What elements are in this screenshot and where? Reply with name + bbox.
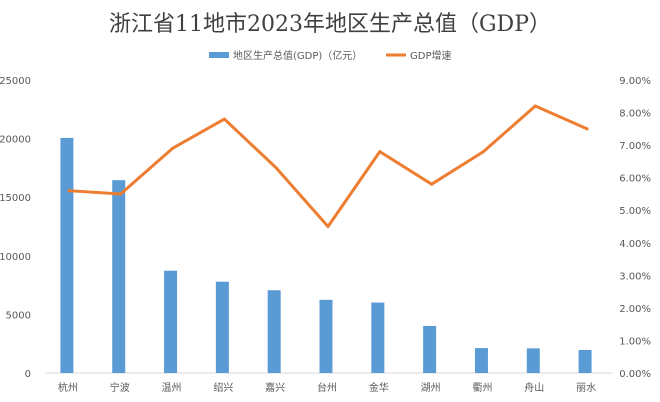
- legend: 地区生产总值(GDP)（亿元） GDP增速: [209, 49, 451, 62]
- growth-point-4: [222, 117, 226, 121]
- y-right-tick-label: 1.00%: [619, 336, 651, 347]
- growth-point-3: [171, 146, 175, 150]
- bar-1: [60, 137, 74, 373]
- legend-bar-swatch: [209, 52, 229, 58]
- line-series: [67, 104, 589, 228]
- y-left-ticks: 0 5000 10000 15000 20000 25000: [0, 76, 31, 380]
- y-left-tick-label: 20000: [0, 135, 31, 146]
- y-right-tick-label: 7.00%: [619, 141, 651, 152]
- category-label: 温州: [162, 382, 182, 394]
- bar-3: [164, 270, 178, 373]
- category-label: 金华: [369, 381, 389, 394]
- chart-title: 浙江省11地市2023年地区生产总值（GDP）: [109, 12, 551, 37]
- y-right-tick-label: 9.00%: [619, 76, 651, 87]
- bar-10: [526, 348, 540, 373]
- y-right-tick-label: 4.00%: [619, 239, 651, 250]
- growth-point-11: [585, 127, 589, 131]
- category-label: 宁波: [110, 381, 130, 394]
- y-right-tick-label: 2.00%: [619, 304, 651, 315]
- growth-line: [67, 104, 589, 228]
- y-right-tick-label: 8.00%: [619, 109, 651, 120]
- growth-point-2: [119, 192, 123, 196]
- bar-11: [578, 349, 592, 373]
- legend-label-growth: GDP增速: [410, 49, 451, 62]
- bar-series: [60, 137, 592, 373]
- bar-8: [423, 325, 437, 373]
- bar-2: [112, 180, 126, 373]
- y-left-tick-label: 0: [25, 369, 31, 380]
- bar-6: [319, 299, 333, 373]
- y-right-tick-label: 0.00%: [619, 369, 651, 380]
- growth-point-9: [481, 150, 485, 154]
- bar-4: [215, 281, 229, 373]
- bar-5: [267, 290, 281, 373]
- y-right-ticks: 0.00% 1.00% 2.00% 3.00% 4.00% 5.00% 6.00% 7.00%…: [619, 76, 651, 380]
- growth-point-6: [326, 225, 330, 228]
- category-label: 绍兴: [213, 381, 233, 394]
- y-left-tick-label: 10000: [0, 252, 31, 263]
- legend-label-gdp: 地区生产总值(GDP)（亿元）: [233, 49, 362, 62]
- growth-point-5: [274, 166, 278, 170]
- growth-point-8: [430, 182, 434, 186]
- growth-point-1: [67, 189, 71, 193]
- category-label: 嘉兴: [265, 381, 285, 394]
- y-right-tick-label: 6.00%: [619, 174, 651, 185]
- category-label: 舟山: [524, 381, 544, 394]
- bar-9: [474, 348, 488, 373]
- category-label: 丽水: [576, 382, 596, 394]
- category-label: 杭州: [58, 381, 78, 394]
- category-label: 台州: [317, 381, 337, 394]
- y-left-tick-label: 5000: [6, 310, 31, 321]
- y-left-tick-label: 15000: [0, 193, 31, 204]
- bar-7: [371, 302, 385, 373]
- growth-point-7: [378, 150, 382, 154]
- category-label: 衢州: [472, 382, 492, 394]
- category-label: 湖州: [421, 382, 441, 394]
- y-right-tick-label: 3.00%: [619, 271, 651, 282]
- growth-point-10: [533, 104, 537, 108]
- y-left-tick-label: 25000: [0, 76, 31, 87]
- y-right-tick-label: 5.00%: [619, 206, 651, 217]
- category-labels: 杭州 宁波 温州 绍兴 嘉兴 台州 金华 湖州 衢州 舟山 丽水: [58, 381, 596, 394]
